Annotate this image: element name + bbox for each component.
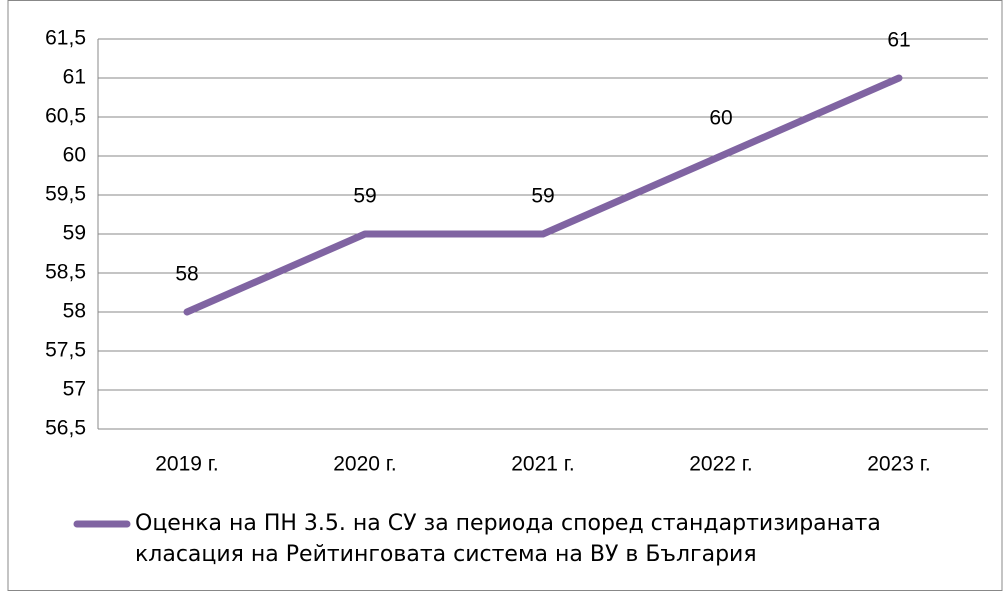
x-tick-label: 2023 г. — [867, 453, 930, 476]
y-tick-label: 60 — [63, 144, 86, 167]
x-tick-label: 2020 г. — [333, 453, 396, 476]
y-tick-label: 56,5 — [45, 417, 86, 440]
y-tick-label: 61,5 — [45, 27, 86, 50]
legend-label: Оценка на ПН 3.5. на СУ за периода споре… — [135, 511, 881, 567]
y-tick-label: 61 — [63, 66, 86, 89]
data-label: 59 — [531, 185, 554, 208]
y-tick-label: 58,5 — [45, 261, 86, 284]
data-label: 60 — [709, 107, 732, 130]
y-tick-label: 57,5 — [45, 339, 86, 362]
data-label: 61 — [887, 29, 910, 52]
data-label: 58 — [175, 263, 198, 286]
x-tick-label: 2022 г. — [689, 453, 752, 476]
series-line — [183, 74, 903, 316]
y-tick-label: 60,5 — [45, 105, 86, 128]
chart-border — [7, 0, 1003, 591]
data-label: 59 — [353, 185, 376, 208]
x-tick-label: 2019 г. — [155, 453, 218, 476]
y-tick-label: 59 — [63, 222, 86, 245]
y-tick-label: 58 — [63, 300, 86, 323]
y-tick-label: 59,5 — [45, 183, 86, 206]
x-tick-label: 2021 г. — [511, 453, 574, 476]
y-tick-label: 57 — [63, 378, 86, 401]
